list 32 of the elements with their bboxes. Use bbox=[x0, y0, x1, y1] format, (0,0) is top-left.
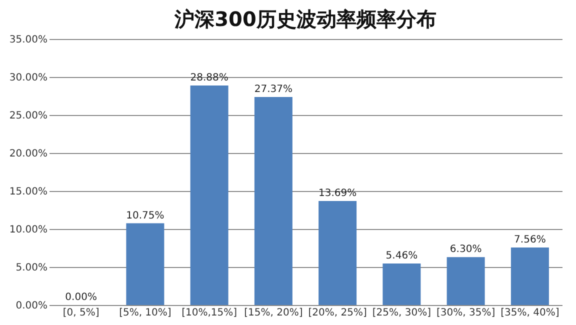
data-label: 13.69% bbox=[318, 188, 357, 199]
bar bbox=[254, 96, 292, 305]
x-tick-label: [25%, 30%] bbox=[372, 308, 432, 318]
y-tick-label: 0.00% bbox=[16, 300, 48, 312]
bar bbox=[510, 248, 549, 305]
y-tick-label: 35.00% bbox=[9, 34, 48, 46]
chart-title: 沪深300历史波动率频率分布 bbox=[174, 7, 436, 31]
y-tick-label: 25.00% bbox=[9, 110, 48, 122]
data-label: 5.46% bbox=[386, 250, 418, 262]
data-label: 27.37% bbox=[254, 84, 293, 95]
x-tick-label: [35%, 40%] bbox=[500, 308, 560, 318]
data-label: 7.56% bbox=[514, 234, 546, 246]
y-tick-label: 15.00% bbox=[9, 186, 48, 198]
bar bbox=[446, 257, 485, 305]
x-tick-label: [15%, 20%] bbox=[244, 308, 303, 318]
data-label: 10.75% bbox=[126, 210, 164, 222]
y-tick-label: 30.00% bbox=[9, 72, 48, 84]
y-tick-label: 20.00% bbox=[9, 148, 48, 160]
x-tick-label: [5%, 10%] bbox=[119, 308, 172, 318]
y-tick-label: 10.00% bbox=[9, 224, 48, 236]
x-tick-label: [30%, 35%] bbox=[436, 308, 496, 318]
x-tick-label: [20%, 25%] bbox=[308, 308, 367, 318]
bar bbox=[382, 264, 421, 305]
x-tick-label: [10%,15%] bbox=[182, 308, 238, 318]
data-label: 28.88% bbox=[190, 72, 228, 84]
bar bbox=[318, 200, 357, 305]
x-tick-label: [0, 5%] bbox=[62, 308, 100, 318]
data-label: 0.00% bbox=[65, 292, 97, 303]
bar bbox=[190, 86, 228, 305]
y-tick-label: 5.00% bbox=[16, 262, 48, 274]
bar bbox=[126, 223, 164, 305]
data-label: 6.30% bbox=[450, 244, 482, 256]
